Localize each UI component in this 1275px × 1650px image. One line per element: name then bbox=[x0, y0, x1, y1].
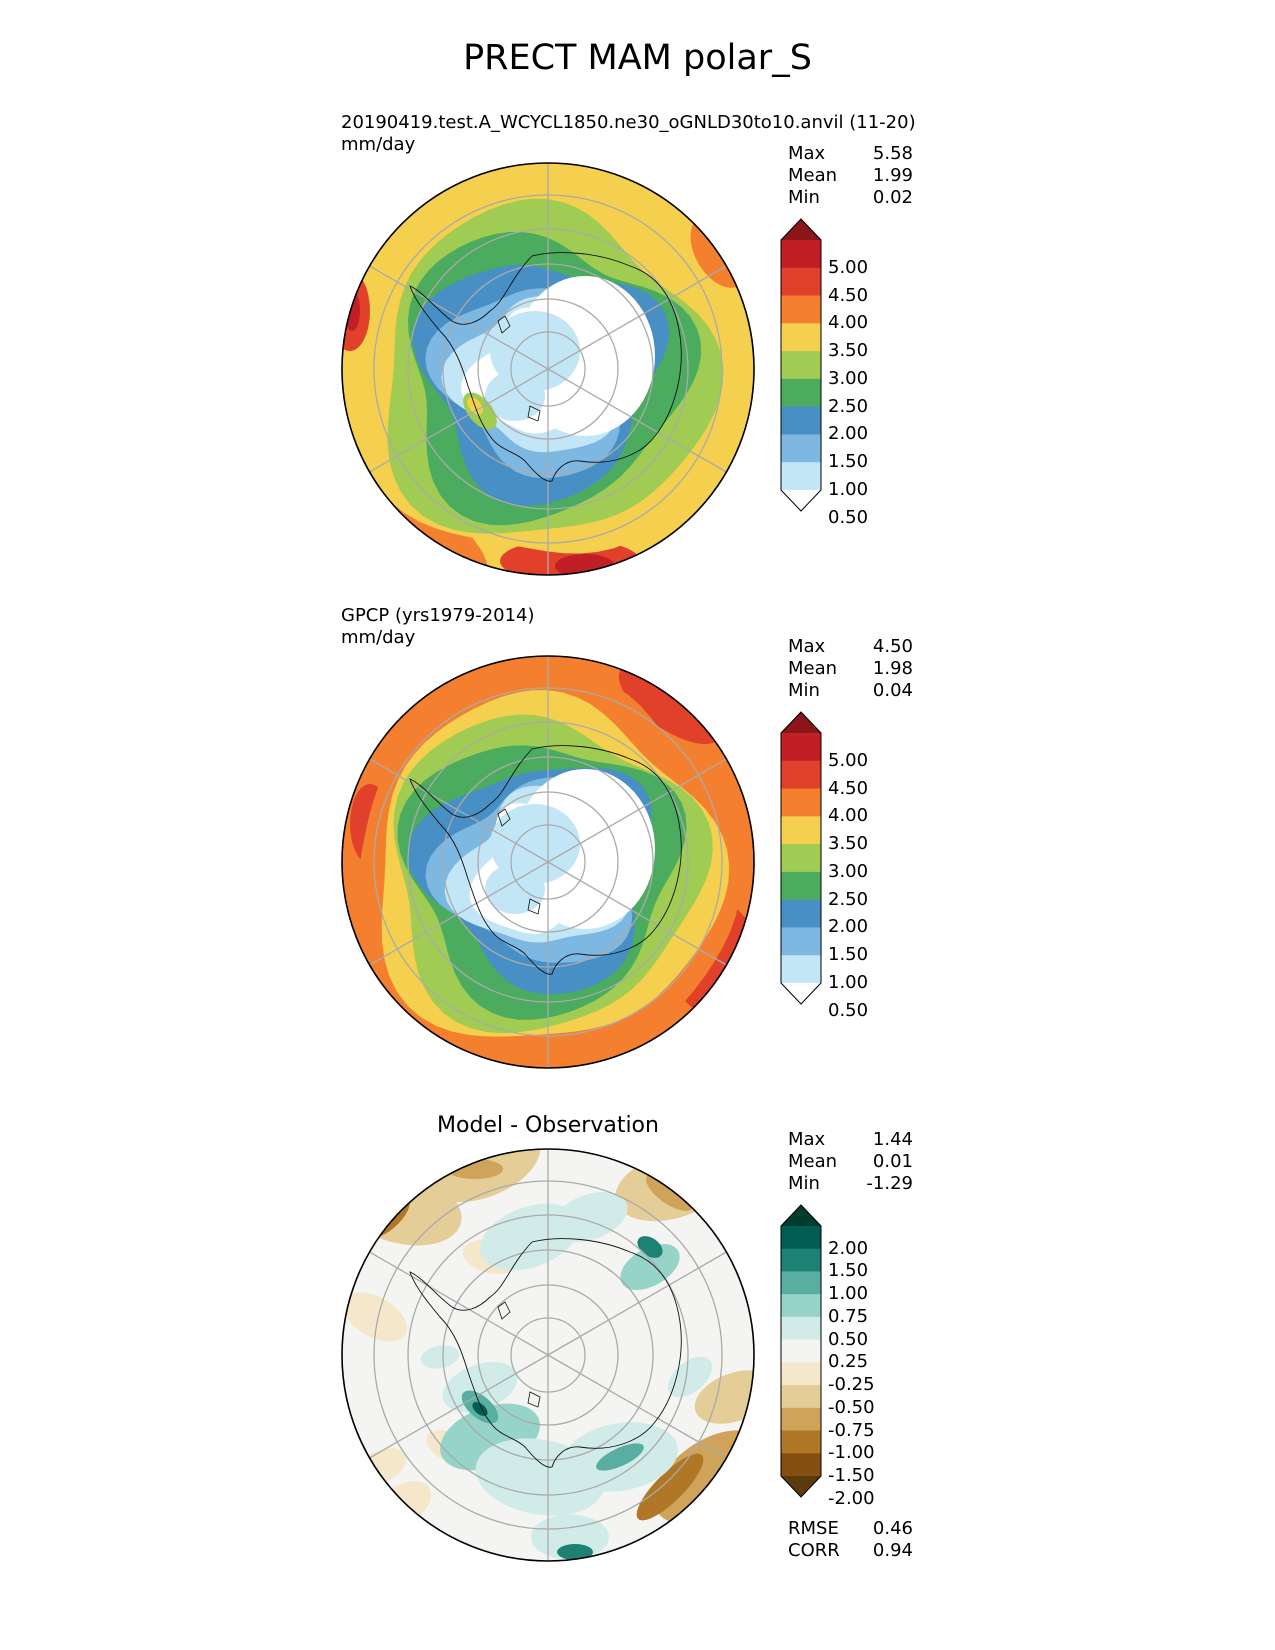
test-colorbar-bin bbox=[781, 295, 821, 324]
difference-stats: Max 1.44 Mean 0.01 Min -1.29 bbox=[788, 1129, 913, 1195]
difference-stat-corr: CORR 0.94 bbox=[788, 1540, 913, 1561]
reference-polar-map bbox=[341, 655, 755, 1069]
reference-colorbar-bin bbox=[781, 844, 821, 873]
reference-title-line1: GPCP (yrs1979-2014) bbox=[341, 605, 535, 626]
test-stat-mean: Mean 1.99 bbox=[788, 165, 913, 186]
test-colorbar-bin bbox=[781, 240, 821, 269]
reference-graticule bbox=[369, 656, 727, 1068]
difference-colorbar-tick-label: 0.75 bbox=[828, 1305, 869, 1327]
test-colorbar-tick-label: 2.50 bbox=[828, 395, 869, 417]
test-colorbar-tick-label: 3.00 bbox=[828, 367, 869, 389]
reference-colorbar-tick-label: 4.00 bbox=[828, 805, 869, 827]
test-field-layers bbox=[342, 163, 754, 575]
difference-colorbar-bin bbox=[781, 1362, 821, 1386]
difference-colorbar-tick-label: 0.25 bbox=[828, 1351, 869, 1373]
reference-colorbar-tick-label: 0.50 bbox=[828, 999, 869, 1021]
figure-title: PRECT MAM polar_S bbox=[463, 38, 812, 78]
reference-colorbar-bin bbox=[781, 927, 821, 956]
reference-colorbar-bin bbox=[781, 760, 821, 790]
difference-colorbar-tick-label: 0.50 bbox=[828, 1328, 869, 1350]
test-colorbar-bin bbox=[781, 378, 821, 408]
reference-colorbar-bin bbox=[781, 871, 821, 901]
test-colorbar-tick-label: 3.50 bbox=[828, 340, 869, 362]
reference-stat-mean: Mean 1.98 bbox=[788, 658, 913, 679]
test-colorbar-tick-label: 2.00 bbox=[828, 423, 869, 445]
test-colorbar-bin bbox=[781, 406, 821, 435]
difference-stat-max: Max 1.44 bbox=[788, 1129, 913, 1150]
difference-colorbar-tick-label: 1.50 bbox=[828, 1260, 869, 1282]
difference-colorbar-bin bbox=[781, 1339, 821, 1363]
reference-colorbar-tick-label: 2.00 bbox=[828, 916, 869, 938]
reference-colorbar-bin bbox=[781, 955, 821, 984]
reference-colorbar-tick-label: 3.00 bbox=[828, 860, 869, 882]
difference-stat-min: Min -1.29 bbox=[788, 1173, 913, 1194]
test-title-line1: 20190419.test.A_WCYCL1850.ne30_oGNLD30to… bbox=[341, 112, 916, 133]
difference-colorbar-tick-label: 1.00 bbox=[828, 1283, 869, 1305]
reference-colorbar-bin bbox=[781, 733, 821, 762]
test-stats: Max 5.58 Mean 1.99 Min 0.02 bbox=[788, 143, 913, 209]
difference-colorbar-bin bbox=[781, 1453, 821, 1477]
reference-stats: Max 4.50 Mean 1.98 Min 0.04 bbox=[788, 636, 913, 702]
test-colorbar-tick-label: 1.00 bbox=[828, 479, 869, 500]
test-graticule bbox=[369, 163, 727, 575]
reference-title-units: mm/day bbox=[341, 627, 416, 648]
reference-field-layers bbox=[342, 656, 754, 1068]
test-panel-title: 20190419.test.A_WCYCL1850.ne30_oGNLD30to… bbox=[341, 112, 916, 156]
difference-colorbar-tick-label: -0.75 bbox=[828, 1419, 875, 1441]
difference-colorbar-bin bbox=[781, 1407, 821, 1432]
reference-stat-max: Max 4.50 bbox=[788, 636, 913, 657]
difference-colorbar bbox=[780, 1204, 822, 1498]
reference-colorbar-tick-label: 2.50 bbox=[828, 888, 869, 910]
reference-stat-min: Min 0.04 bbox=[788, 680, 913, 701]
test-colorbar-bin bbox=[781, 323, 821, 352]
difference-polar-map bbox=[341, 1148, 755, 1562]
test-colorbar-bin bbox=[781, 434, 821, 463]
test-stat-min: Min 0.02 bbox=[788, 187, 913, 208]
difference-colorbar-bin bbox=[781, 1248, 821, 1272]
difference-stat-mean: Mean 0.01 bbox=[788, 1151, 913, 1172]
difference-panel-title: Model - Observation bbox=[437, 1113, 659, 1138]
difference-colorbar-bin bbox=[781, 1385, 821, 1409]
test-colorbar-tick-label: 1.50 bbox=[828, 451, 869, 473]
reference-panel-title: GPCP (yrs1979-2014) mm/day bbox=[341, 605, 535, 649]
reference-colorbar-tick-label: 1.50 bbox=[828, 944, 869, 966]
reference-colorbar-tick-label: 3.50 bbox=[828, 833, 869, 855]
difference-colorbar-bin bbox=[781, 1226, 821, 1250]
difference-colorbar-bin bbox=[781, 1430, 821, 1454]
difference-colorbar-tick-label: -1.50 bbox=[828, 1465, 875, 1486]
reference-colorbar-bin bbox=[781, 816, 821, 845]
difference-colorbar-bin bbox=[781, 1316, 821, 1341]
test-coastline bbox=[409, 252, 682, 482]
reference-colorbar bbox=[780, 711, 822, 1005]
difference-colorbar-bin bbox=[781, 1271, 821, 1295]
reference-colorbar-bin bbox=[781, 788, 821, 817]
reference-colorbar-bin bbox=[781, 899, 821, 928]
test-colorbar-bin bbox=[781, 462, 821, 491]
difference-stat-rmse: RMSE 0.46 bbox=[788, 1518, 913, 1539]
reference-colorbar-tick-label: 4.50 bbox=[828, 777, 869, 799]
test-colorbar-tick-label: 0.50 bbox=[828, 506, 869, 528]
difference-footer-stats: RMSE 0.46 CORR 0.94 bbox=[788, 1518, 913, 1562]
difference-graticule bbox=[369, 1149, 727, 1561]
test-stat-max: Max 5.58 bbox=[788, 143, 913, 164]
test-colorbar-bin bbox=[781, 267, 821, 297]
difference-colorbar-tick-label: -0.25 bbox=[828, 1374, 875, 1396]
test-colorbar-tick-label: 4.00 bbox=[828, 312, 869, 334]
reference-coastline bbox=[409, 745, 682, 975]
difference-colorbar-tick-label: -1.00 bbox=[828, 1442, 875, 1464]
test-colorbar bbox=[780, 218, 822, 512]
difference-colorbar-tick-label: -2.00 bbox=[828, 1487, 875, 1509]
difference-colorbar-tick-label: 2.00 bbox=[828, 1237, 869, 1259]
reference-colorbar-tick-label: 1.00 bbox=[828, 972, 869, 993]
difference-colorbar-tick-label: -0.50 bbox=[828, 1396, 875, 1418]
reference-colorbar-tick-label: 5.00 bbox=[828, 749, 869, 771]
test-title-units: mm/day bbox=[341, 134, 416, 155]
test-colorbar-bin bbox=[781, 351, 821, 380]
difference-coastline bbox=[409, 1238, 682, 1468]
test-polar-map bbox=[341, 162, 755, 576]
test-colorbar-tick-label: 4.50 bbox=[828, 284, 869, 306]
difference-colorbar-bin bbox=[781, 1294, 821, 1318]
test-colorbar-tick-label: 5.00 bbox=[828, 256, 869, 278]
